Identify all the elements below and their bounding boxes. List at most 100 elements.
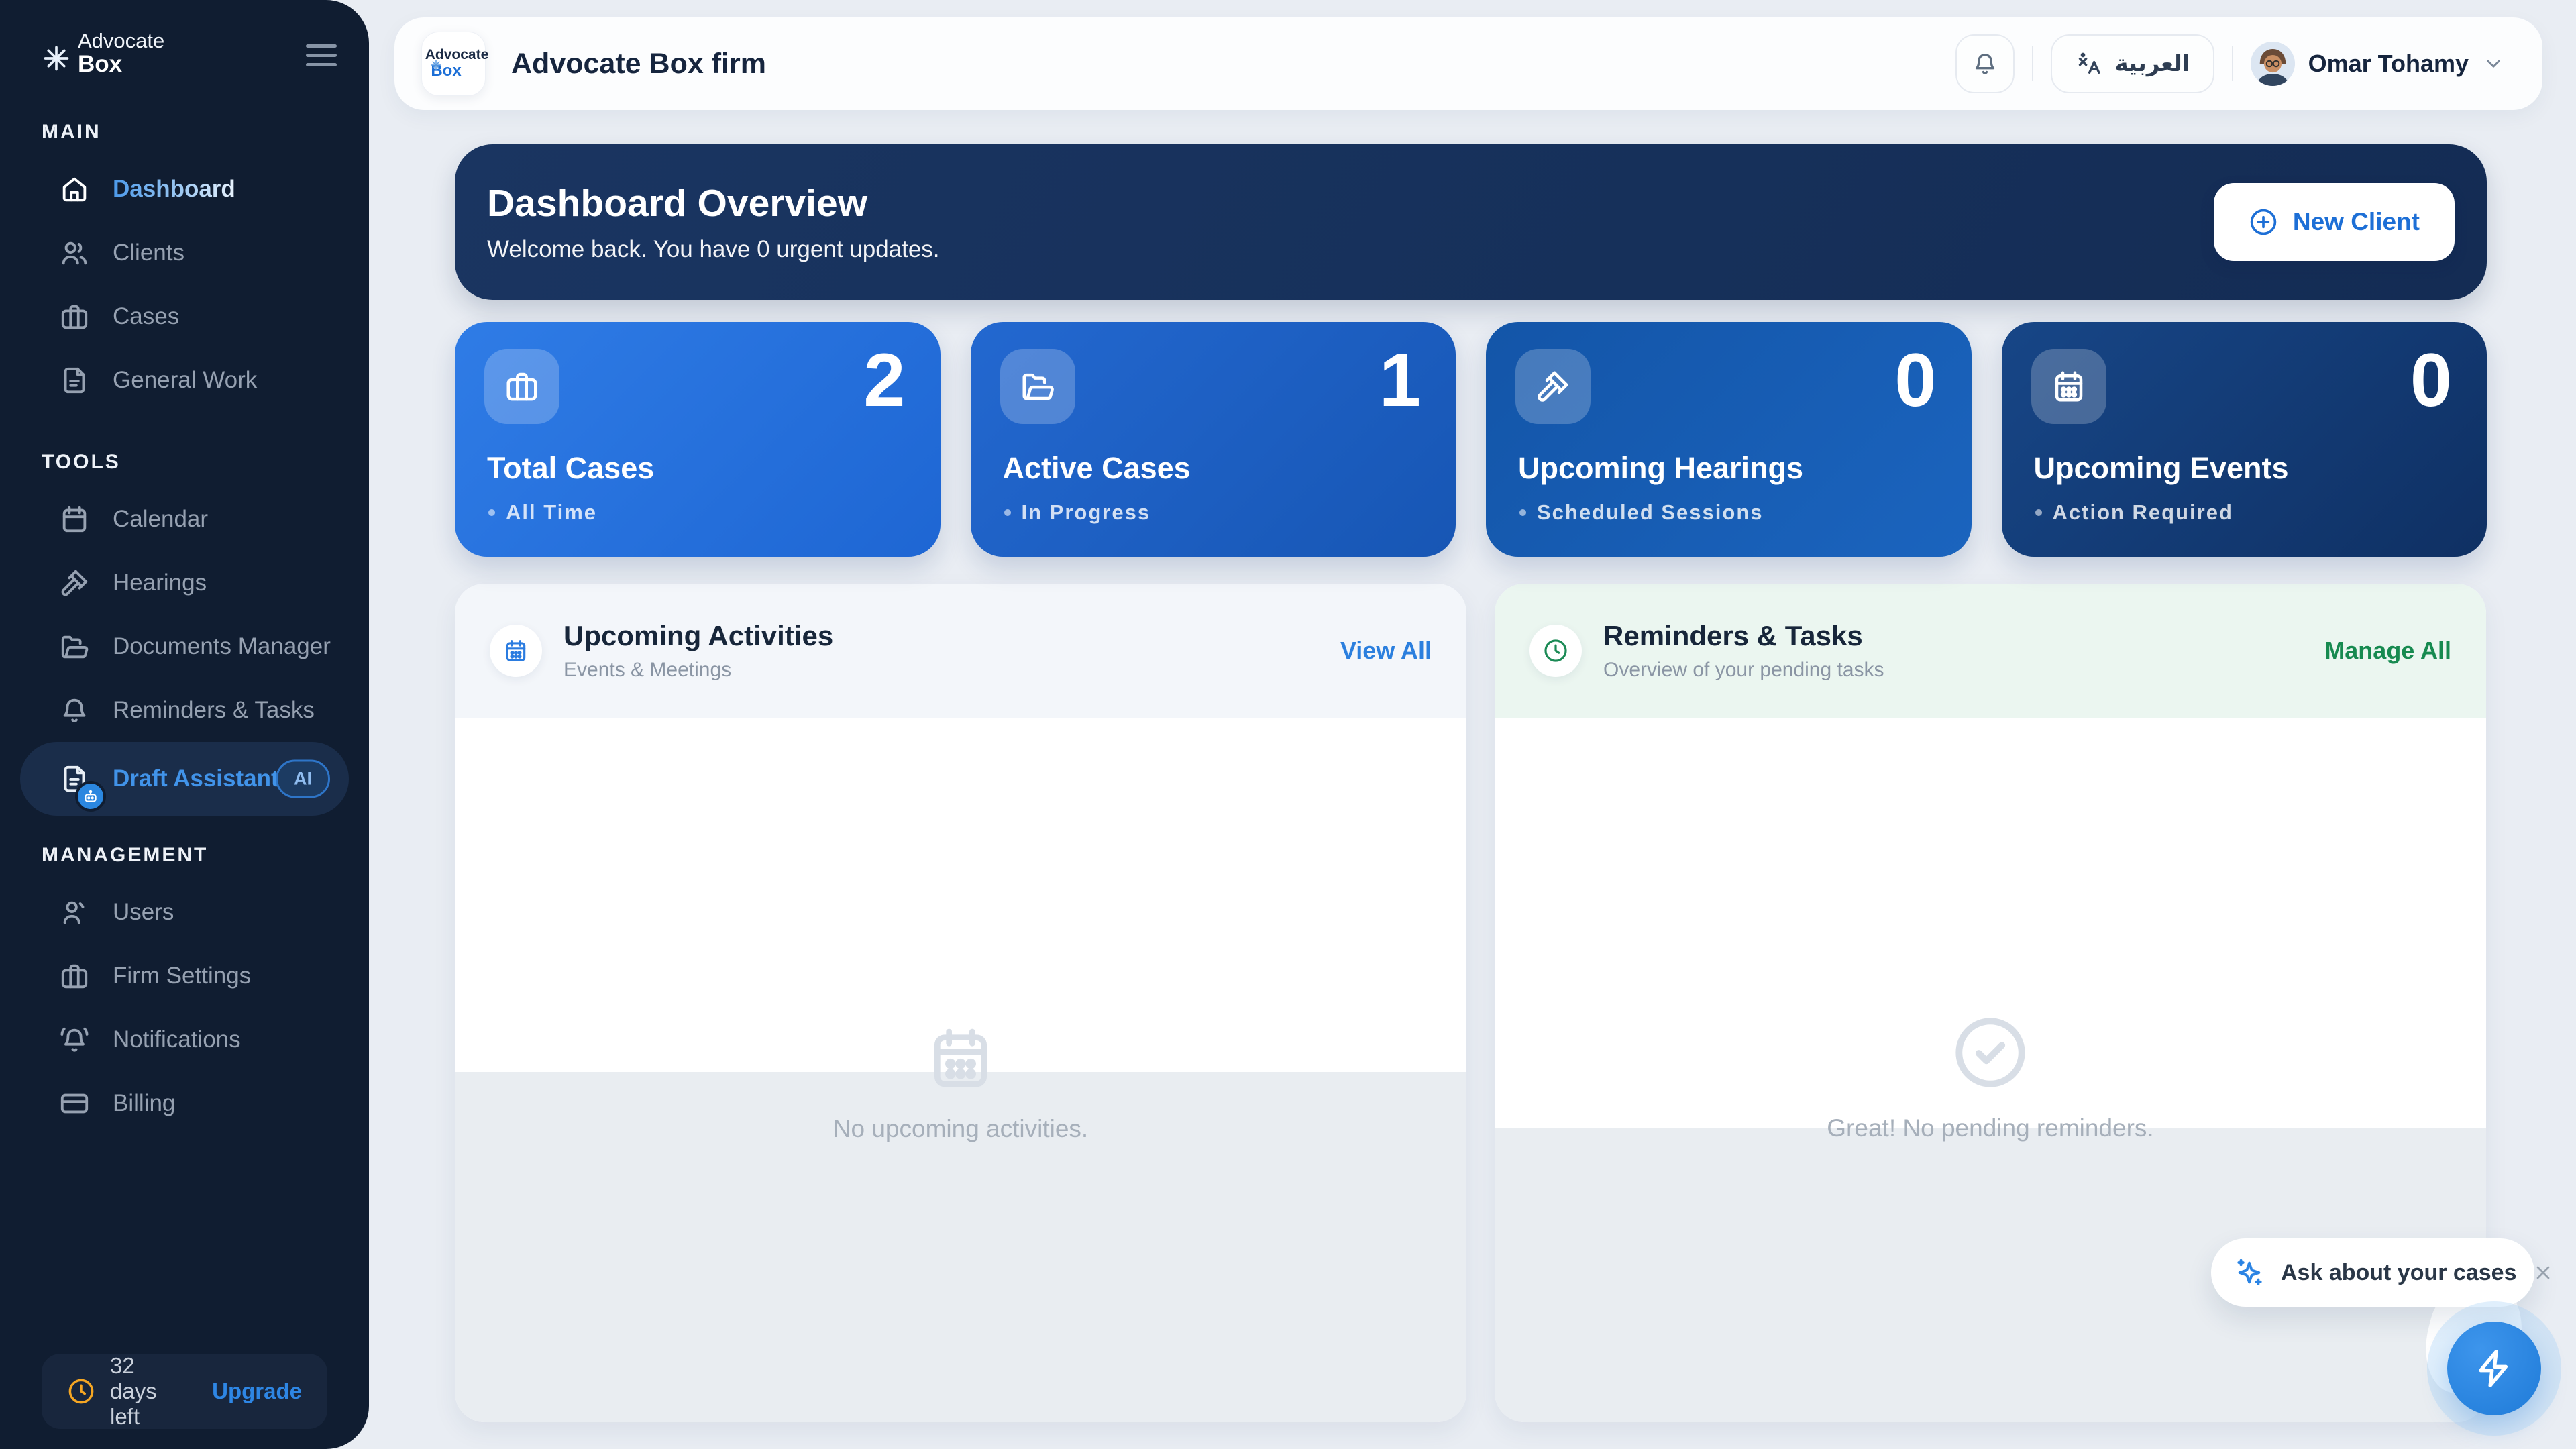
clock-icon [1529, 625, 1582, 677]
sidebar-item-reminders-tasks[interactable]: Reminders & Tasks [0, 678, 369, 742]
bullet-dot [1004, 509, 1011, 516]
banner-subtitle: Welcome back. You have 0 urgent updates. [487, 236, 940, 262]
header-divider [2231, 46, 2233, 81]
briefcase-icon [61, 305, 88, 329]
chat-bubble-text: Ask about your cases [2281, 1259, 2517, 1285]
stat-title: Upcoming Hearings [1518, 451, 1804, 485]
sidebar-item-label: Cases [113, 303, 180, 329]
empty-state-text: No upcoming activities. [833, 1115, 1089, 1142]
logo-text-line2: Box [78, 51, 123, 78]
users-icon [62, 241, 87, 264]
close-icon[interactable] [2532, 1262, 2554, 1283]
sidebar-item-firm-settings[interactable]: Firm Settings [0, 944, 369, 1008]
trial-days-left: 32 days left [110, 1353, 157, 1429]
plus-circle-icon [2250, 209, 2277, 235]
notifications-button[interactable] [1955, 34, 2015, 93]
new-client-button[interactable]: New Client [2213, 183, 2455, 261]
stat-card-upcoming-hearings[interactable]: 0 Upcoming Hearings Scheduled Sessions [1486, 322, 1972, 557]
banner-title: Dashboard Overview [487, 182, 868, 225]
language-switch-button[interactable]: العربية [2050, 34, 2214, 93]
home-icon [62, 177, 87, 201]
new-client-label: New Client [2292, 208, 2420, 235]
sidebar-item-label: Dashboard [113, 175, 235, 202]
file-text-icon [64, 367, 85, 393]
sidebar-item-label: Draft Assistant [113, 765, 279, 792]
stat-card-active-cases[interactable]: 1 Active Cases In Progress [970, 322, 1456, 557]
sidebar-item-billing[interactable]: Billing [0, 1071, 369, 1135]
sidebar-item-label: Calendar [113, 505, 209, 532]
sidebar-item-label: Documents Manager [113, 633, 331, 659]
zap-icon [2479, 1350, 2508, 1387]
calendar-icon [62, 506, 87, 532]
sidebar-item-hearings[interactable]: Hearings [0, 551, 369, 614]
user-menu[interactable]: Omar Tohamy [2250, 42, 2505, 86]
manage-all-link[interactable]: Manage All [2324, 637, 2451, 664]
panel-subtitle: Overview of your pending tasks [1603, 659, 1884, 681]
stat-subtitle: All Time [506, 500, 598, 524]
stat-value: 0 [2410, 338, 2452, 422]
activities-empty-state: No upcoming activities. [455, 1023, 1466, 1143]
logo-text-line1: Advocate [425, 47, 489, 63]
app-logo: Advocate Box [42, 30, 164, 77]
upgrade-link[interactable]: Upgrade [212, 1379, 302, 1403]
users-icon [63, 901, 85, 924]
gavel-icon [1515, 349, 1591, 424]
sidebar: Advocate Box MAIN Dashboard Clients Case… [0, 0, 369, 1449]
sidebar-item-label: Users [113, 898, 174, 925]
reminders-empty-state: Great! No pending reminders. [1495, 1013, 2486, 1142]
user-name: Omar Tohamy [2308, 50, 2469, 77]
bell-ring-icon [60, 1027, 89, 1052]
calendar-ghost-icon [934, 1028, 987, 1087]
ai-chat-bubble[interactable]: Ask about your cases [2211, 1238, 2550, 1307]
panel-header: Reminders & Tasks Overview of your pendi… [1495, 584, 2486, 718]
panel-title: Upcoming Activities [564, 620, 834, 651]
upcoming-activities-panel: Upcoming Activities Events & Meetings Vi… [455, 584, 1466, 1422]
header-divider [2031, 46, 2033, 81]
stat-card-upcoming-events[interactable]: 0 Upcoming Events Action Required [2001, 322, 2487, 557]
sidebar-item-label: Notifications [113, 1026, 241, 1053]
empty-state-text: Great! No pending reminders. [1827, 1114, 2154, 1142]
menu-toggle-button[interactable] [306, 44, 337, 66]
ai-assistant-fab[interactable] [2447, 1322, 2541, 1415]
folder-open-icon [1000, 349, 1075, 424]
bell-icon [63, 698, 86, 722]
sidebar-item-notifications[interactable]: Notifications [0, 1008, 369, 1071]
firm-title: Advocate Box firm [511, 47, 766, 80]
view-all-link[interactable]: View All [1340, 637, 1432, 664]
trial-status-card: 32 days left Upgrade [42, 1353, 327, 1429]
sidebar-item-label: Firm Settings [113, 962, 252, 989]
ai-robot-badge-icon [75, 781, 106, 812]
sidebar-item-draft-assistant[interactable]: Draft Assistant AI [20, 742, 349, 816]
stat-title: Active Cases [1002, 451, 1191, 485]
sidebar-item-calendar[interactable]: Calendar [0, 487, 369, 551]
sidebar-item-label: General Work [113, 366, 258, 393]
sidebar-item-users[interactable]: Users [0, 880, 369, 944]
stat-value: 0 [1894, 338, 1937, 422]
sidebar-item-dashboard[interactable]: Dashboard [0, 157, 369, 221]
sparkles-icon [2237, 1258, 2262, 1285]
sidebar-item-documents-manager[interactable]: Documents Manager [0, 614, 369, 678]
stat-value: 2 [863, 338, 906, 422]
stat-card-total-cases[interactable]: 2 Total Cases All Time [455, 322, 941, 557]
stat-title: Upcoming Events [2033, 451, 2289, 485]
translate-icon [2078, 52, 2100, 74]
folder-open-icon [61, 635, 89, 658]
clock-icon [68, 1379, 94, 1404]
stat-title: Total Cases [487, 451, 655, 485]
sidebar-item-label: Clients [113, 239, 184, 266]
briefcase-icon [61, 964, 88, 988]
sidebar-item-cases[interactable]: Cases [0, 284, 369, 348]
top-header-bar: Advocate Box Advocate Box firm العربية O… [394, 17, 2542, 110]
bullet-dot [488, 509, 495, 516]
language-label: العربية [2114, 51, 2190, 76]
stat-value: 1 [1379, 338, 1421, 422]
stat-subtitle: Action Required [2052, 500, 2233, 524]
sidebar-item-clients[interactable]: Clients [0, 221, 369, 284]
sidebar-item-general-work[interactable]: General Work [0, 348, 369, 412]
panel-empty-area [455, 1072, 1466, 1422]
dashboard-overview-banner: Dashboard Overview Welcome back. You hav… [455, 144, 2487, 300]
firm-logo-badge: Advocate Box [421, 32, 489, 96]
panel-header: Upcoming Activities Events & Meetings Vi… [455, 584, 1466, 718]
panel-title: Reminders & Tasks [1603, 620, 1863, 651]
bullet-dot [2035, 509, 2042, 516]
